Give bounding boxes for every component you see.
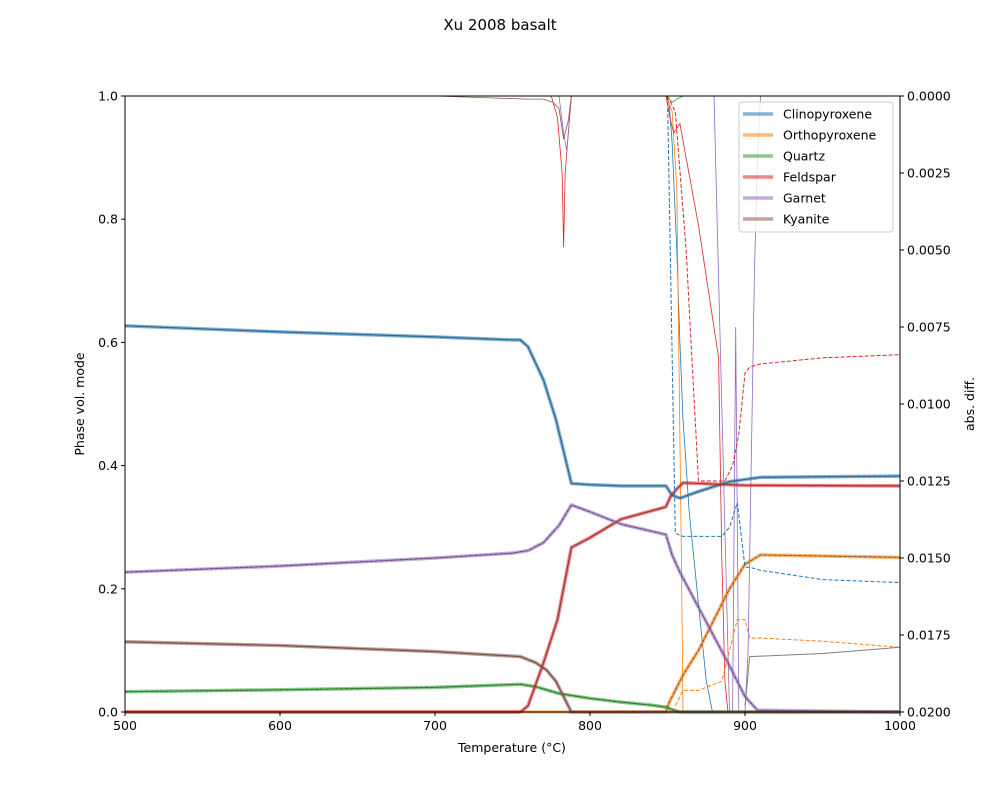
y-axis: 0.0 0.2 0.4 0.6 0.8 1.0 bbox=[98, 89, 125, 720]
abs-diff-dashed-0 bbox=[667, 95, 901, 482]
legend-label: Kyanite bbox=[783, 212, 830, 227]
y2-tick-label: 0.0075 bbox=[907, 320, 951, 335]
x-tick-label: 900 bbox=[733, 718, 757, 733]
quartz-dashed-line bbox=[124, 683, 900, 713]
y2-tick-label: 0.0150 bbox=[907, 551, 951, 566]
x-tick-label: 700 bbox=[423, 718, 447, 733]
abs-diff-dashed-2 bbox=[674, 619, 901, 707]
y-tick-label: 0.4 bbox=[98, 458, 118, 473]
y-tick-label: 0.2 bbox=[98, 581, 118, 596]
y2-tick-label: 0.0100 bbox=[907, 397, 951, 412]
y-tick-label: 0.0 bbox=[98, 705, 118, 720]
legend: Clinopyroxene Orthopyroxene Quartz Feldspar… bbox=[738, 101, 894, 233]
x-tick-label: 800 bbox=[578, 718, 602, 733]
abs-diff-dashed-3 bbox=[744, 646, 901, 706]
legend-label: Garnet bbox=[783, 191, 826, 206]
y2-tick-label: 0.0000 bbox=[907, 89, 951, 104]
y-tick-label: 0.8 bbox=[98, 212, 118, 227]
garnet-dashed-line bbox=[124, 504, 901, 713]
legend-label: Orthopyroxene bbox=[783, 128, 877, 143]
y-tick-label: 0.6 bbox=[98, 335, 118, 350]
x-axis: 500 600 700 800 900 1000 bbox=[113, 712, 916, 733]
legend-label: Clinopyroxene bbox=[783, 107, 872, 122]
clinopyroxene-reference-line bbox=[124, 325, 901, 499]
y2-tick-label: 0.0125 bbox=[907, 474, 951, 489]
y-tick-label: 1.0 bbox=[98, 89, 118, 104]
kyanite-dashed-line bbox=[124, 641, 900, 713]
chart-title: Xu 2008 basalt bbox=[443, 16, 556, 34]
y2-tick-label: 0.0025 bbox=[907, 166, 951, 181]
y2-axis-label: abs. diff. bbox=[962, 377, 977, 431]
x-tick-label: 500 bbox=[113, 718, 137, 733]
y2-axis: 0.0000 0.0025 0.0050 0.0075 0.0100 0.0125 0.01… bbox=[900, 89, 951, 720]
y2-tick-label: 0.0175 bbox=[907, 628, 951, 643]
x-tick-label: 1000 bbox=[884, 718, 916, 733]
x-tick-label: 600 bbox=[268, 718, 292, 733]
abs-diff-dashed-1 bbox=[667, 95, 901, 584]
y2-tick-label: 0.0200 bbox=[907, 705, 951, 720]
abs-diff-dashed-lines bbox=[667, 95, 901, 707]
legend-box bbox=[738, 101, 894, 233]
y2-tick-label: 0.0050 bbox=[907, 243, 951, 258]
y-axis-label: Phase vol. mode bbox=[72, 352, 87, 456]
legend-label: Feldspar bbox=[783, 170, 837, 185]
phase-lines bbox=[124, 324, 901, 714]
x-axis-label: Temperature (°C) bbox=[457, 740, 566, 755]
feldspar-dashed-line bbox=[125, 482, 901, 713]
legend-label: Quartz bbox=[783, 149, 825, 164]
